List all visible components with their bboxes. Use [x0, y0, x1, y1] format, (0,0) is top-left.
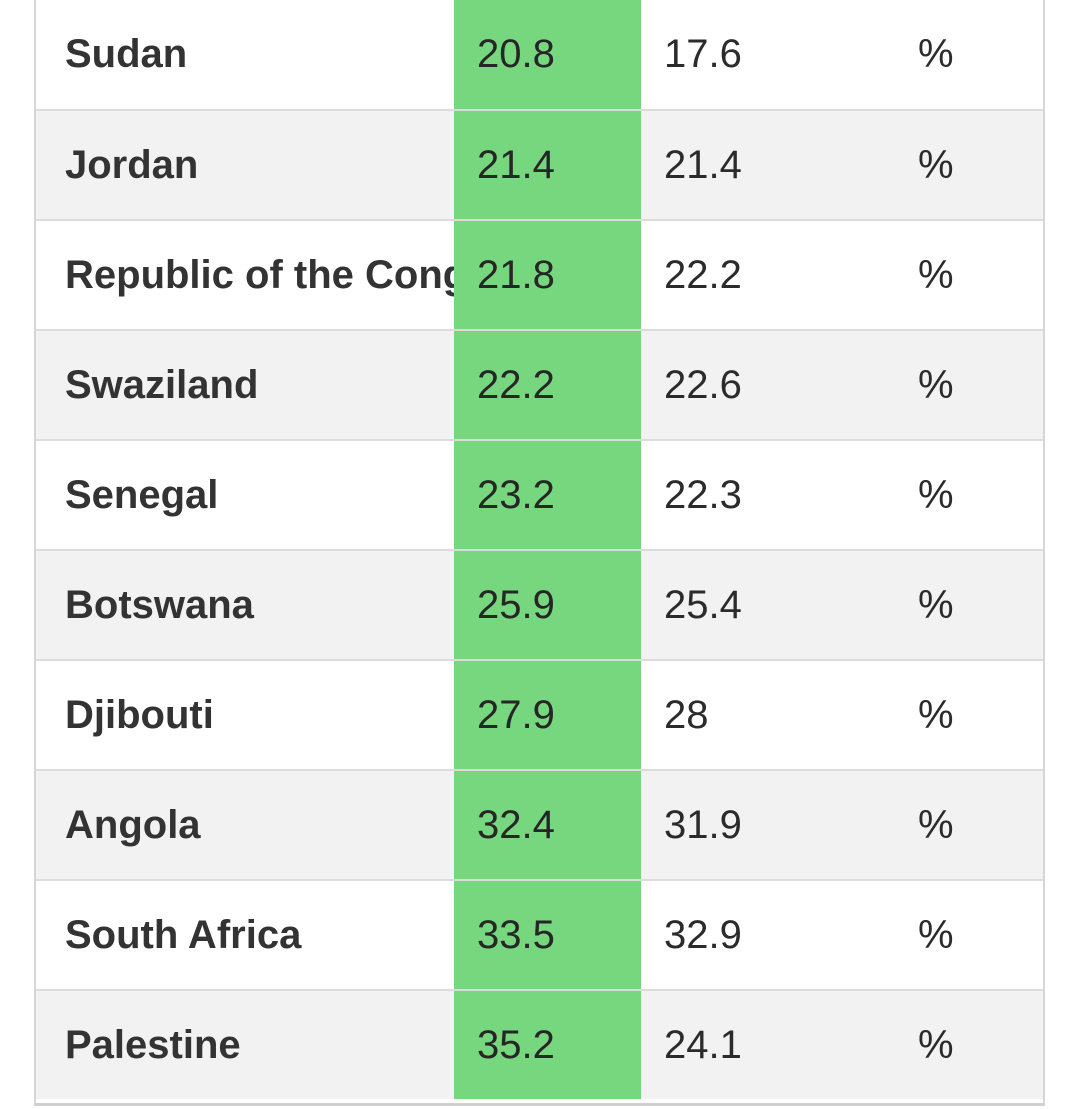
- country-cell: Senegal: [65, 472, 219, 517]
- table-row: Botswana 25.9 25.4 %: [36, 551, 1043, 661]
- value-cell-highlighted: 23.2: [454, 441, 641, 549]
- unit-cell: %: [918, 582, 954, 627]
- country-cell: Djibouti: [65, 692, 214, 737]
- value-cell-highlighted: 27.9: [454, 661, 641, 769]
- table-row: Sudan 20.8 17.6 %: [36, 0, 1043, 111]
- value-cell: 32.9: [664, 912, 742, 957]
- value-cell: 17.6: [664, 32, 742, 76]
- country-cell: Angola: [65, 802, 201, 847]
- value-cell-highlighted: 22.2: [454, 331, 641, 439]
- value-cell-highlighted: 35.2: [454, 991, 641, 1099]
- country-cell: Jordan: [65, 142, 199, 187]
- country-cell: South Africa: [65, 912, 302, 957]
- country-cell: Palestine: [65, 1022, 241, 1067]
- unit-cell: %: [918, 142, 954, 187]
- value-cell: 22.6: [664, 362, 742, 407]
- value-cell: 22.3: [664, 472, 742, 517]
- table-row: South Africa 33.5 32.9 %: [36, 881, 1043, 991]
- value-cell: 25.4: [664, 582, 742, 627]
- unit-cell: %: [918, 1022, 954, 1067]
- value-cell-highlighted: 32.4: [454, 771, 641, 879]
- table-row: Jordan 21.4 21.4 %: [36, 111, 1043, 221]
- country-cell: Republic of the Cong: [65, 252, 454, 297]
- unit-cell: %: [918, 912, 954, 957]
- unit-cell: %: [918, 802, 954, 847]
- country-cell: Swaziland: [65, 362, 259, 407]
- table-row: Palestine 35.2 24.1 %: [36, 991, 1043, 1099]
- country-cell: Botswana: [65, 582, 254, 627]
- value-cell-highlighted: 25.9: [454, 551, 641, 659]
- unit-cell: %: [918, 362, 954, 407]
- table-row: Republic of the Cong 21.8 22.2 %: [36, 221, 1043, 331]
- value-cell-highlighted: 33.5: [454, 881, 641, 989]
- unit-cell: %: [918, 692, 954, 737]
- unit-cell: %: [918, 32, 954, 76]
- unit-cell: %: [918, 252, 954, 297]
- table-row: Swaziland 22.2 22.6 %: [36, 331, 1043, 441]
- value-cell-highlighted: 21.8: [454, 221, 641, 329]
- table-row: Senegal 23.2 22.3 %: [36, 441, 1043, 551]
- data-table: Sudan 20.8 17.6 % Jordan 21.4 21.4 % Rep…: [34, 0, 1045, 1106]
- value-cell: 31.9: [664, 802, 742, 847]
- unit-cell: %: [918, 472, 954, 517]
- value-cell-highlighted: 21.4: [454, 111, 641, 219]
- value-cell: 28: [664, 692, 709, 737]
- value-cell: 24.1: [664, 1022, 742, 1067]
- table-row: Djibouti 27.9 28 %: [36, 661, 1043, 771]
- value-cell: 21.4: [664, 142, 742, 187]
- value-cell: 22.2: [664, 252, 742, 297]
- table-row: Angola 32.4 31.9 %: [36, 771, 1043, 881]
- country-cell: Sudan: [65, 32, 188, 76]
- value-cell-highlighted: 20.8: [454, 0, 641, 109]
